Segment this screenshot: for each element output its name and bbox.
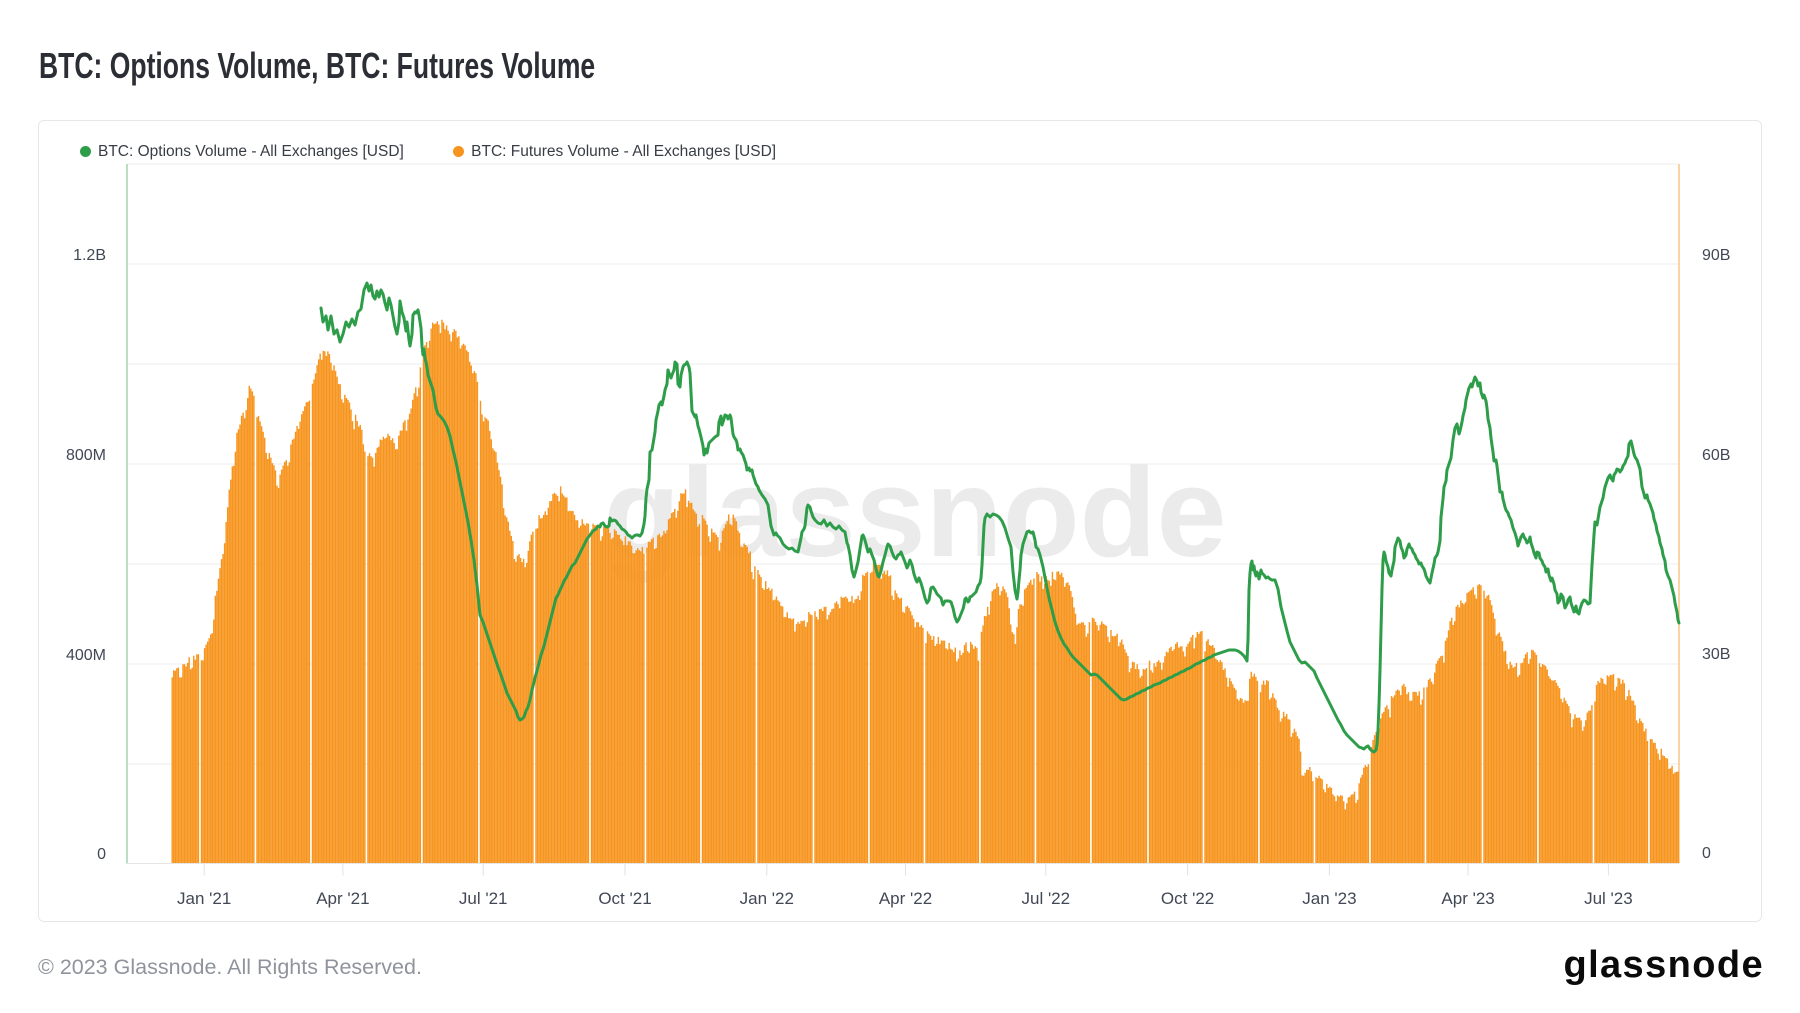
svg-text:Jul '21: Jul '21 bbox=[459, 889, 508, 908]
svg-text:400M: 400M bbox=[66, 647, 106, 664]
svg-text:30B: 30B bbox=[1702, 646, 1730, 663]
svg-text:Jan '21: Jan '21 bbox=[177, 889, 231, 908]
svg-text:Jan '23: Jan '23 bbox=[1302, 889, 1356, 908]
svg-text:Apr '22: Apr '22 bbox=[879, 889, 932, 908]
svg-text:Jan '22: Jan '22 bbox=[740, 889, 794, 908]
svg-text:Apr '21: Apr '21 bbox=[316, 889, 369, 908]
svg-text:Oct '22: Oct '22 bbox=[1161, 889, 1214, 908]
svg-text:Jul '23: Jul '23 bbox=[1584, 889, 1633, 908]
svg-text:Apr '23: Apr '23 bbox=[1441, 889, 1494, 908]
svg-text:Jul '22: Jul '22 bbox=[1021, 889, 1070, 908]
svg-text:1.2B: 1.2B bbox=[73, 247, 106, 264]
svg-text:Oct '21: Oct '21 bbox=[598, 889, 651, 908]
svg-text:60B: 60B bbox=[1702, 447, 1730, 464]
svg-text:90B: 90B bbox=[1702, 247, 1730, 264]
svg-text:0: 0 bbox=[97, 846, 106, 863]
svg-text:800M: 800M bbox=[66, 447, 106, 464]
svg-text:0: 0 bbox=[1702, 845, 1711, 862]
